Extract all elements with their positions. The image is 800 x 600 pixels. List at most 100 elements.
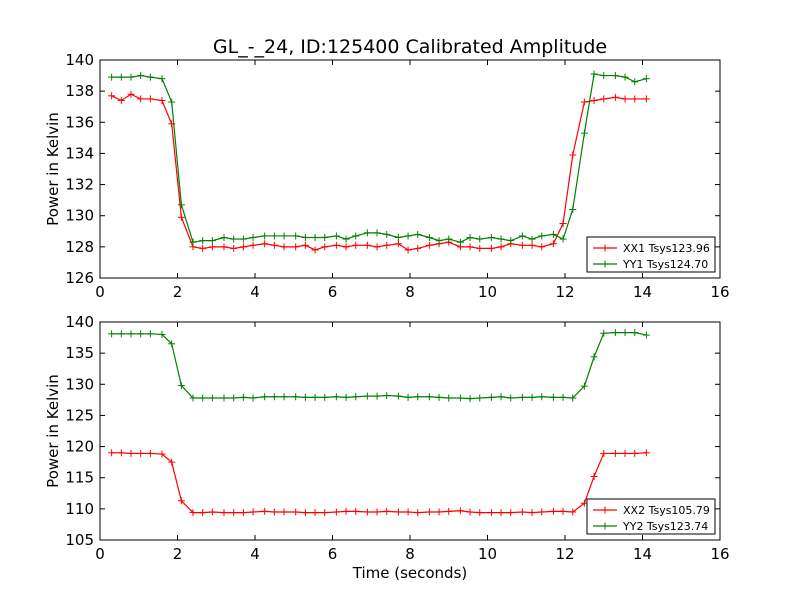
bottom-plot-series-1-point (642, 449, 650, 457)
bottom-plot-series-2-point (394, 392, 402, 400)
bottom-plot-series-1-point (445, 507, 453, 515)
bottom-plot-series-2-point (559, 393, 567, 401)
bottom-plot-series-1-point (487, 509, 495, 517)
bottom-plot-series-2-point (137, 330, 145, 338)
bottom-plot-xtick-label: 6 (328, 545, 338, 563)
top-plot-series-2-point (435, 237, 443, 245)
top-plot-series-2-point (352, 232, 360, 240)
top-plot-series-2-point (590, 70, 598, 78)
top-plot-series-1-point (239, 243, 247, 251)
top-plot-series-2-point (321, 234, 329, 242)
bottom-plot-series-2-point (425, 393, 433, 401)
top-plot-series-2-point (342, 235, 350, 243)
bottom-plot-series-2-point (352, 393, 360, 401)
top-plot-series-1-point (611, 93, 619, 101)
bottom-plot-series-2-point (518, 393, 526, 401)
top-plot-ytick-label: 140 (65, 51, 94, 69)
top-plot-series-group (108, 70, 650, 254)
top-plot-series-2-point (404, 232, 412, 240)
top-plot-ytick-label: 136 (65, 113, 94, 131)
bottom-plot-series-1-point (342, 507, 350, 515)
bottom-plot-series-2-point (383, 391, 391, 399)
top-plot-series-1-point (137, 95, 145, 103)
bottom-plot-series-2-point (249, 394, 257, 402)
bottom-plot-panel: 0 2 4 6 8 10 12 14 16 105 110 115 120 125 130 135 140 Po… (44, 313, 730, 582)
top-plot-ytick-label: 134 (65, 144, 94, 162)
bottom-plot-series-1-point (108, 449, 116, 457)
bottom-plot-series-2-point (631, 329, 639, 337)
bottom-plot-series-1-point (404, 508, 412, 516)
top-plot-series-1-point (373, 243, 381, 251)
bottom-plot-series-2-point (363, 392, 371, 400)
top-plot-series-2-point (127, 73, 135, 81)
top-plot-legend-box (586, 236, 716, 273)
bottom-plot-series-1-point (137, 449, 145, 457)
bottom-plot-series-2-point (127, 330, 135, 338)
top-plot-series-2-point (611, 72, 619, 80)
bottom-plot-series-1-point (600, 449, 608, 457)
top-plot-legend-label: XX1 Tsys123.96 (623, 242, 710, 255)
bottom-plot-legend-label: YY2 Tsys123.74 (622, 520, 708, 533)
top-plot-series-2-point (208, 237, 216, 245)
top-plot-series-2-point (373, 229, 381, 237)
top-plot-xtick-label: 0 (95, 283, 105, 301)
bottom-plot-series-2-point (549, 393, 557, 401)
top-plot-series-1-point (321, 243, 329, 251)
bottom-plot-series-2-point (230, 394, 238, 402)
top-plot-series-1-point (394, 240, 402, 248)
top-plot-series-2-point (108, 73, 116, 81)
bottom-plot-series-1-point (280, 508, 288, 516)
bottom-plot-series-2-point (373, 392, 381, 400)
bottom-plot-series-1-point (425, 508, 433, 516)
bottom-plot-series-2-point (270, 393, 278, 401)
bottom-plot-xtick-label: 8 (405, 545, 415, 563)
bottom-plot-ticks-group: 0 2 4 6 8 10 12 14 16 105 110 115 120 125 130 135 140 (65, 313, 729, 563)
top-plot-series-1-point (108, 92, 116, 100)
bottom-plot-series-1-point (621, 449, 629, 457)
top-plot-series-2-point (538, 232, 546, 240)
top-plot-series-2-point (249, 234, 257, 242)
top-plot-series-2-point (414, 230, 422, 238)
bottom-plot-series-1-point (189, 509, 197, 517)
top-plot-series-1-point (261, 240, 269, 248)
bottom-plot-ytick-label: 105 (65, 531, 94, 549)
top-plot-series-2-point (425, 234, 433, 242)
top-plot-series-2-point (642, 75, 650, 83)
bottom-plot-xtick-label: 0 (95, 545, 105, 563)
bottom-plot-legend-box (586, 498, 716, 535)
top-plot-series-1-point (466, 243, 474, 251)
bottom-plot-series-1-point (199, 509, 207, 517)
bottom-plot-xtick-label: 12 (555, 545, 574, 563)
bottom-plot-series-1-point (127, 449, 135, 457)
bottom-plot-series-1-point (301, 509, 309, 517)
bottom-plot-series-2-point (621, 329, 629, 337)
top-plot-ytick-label: 126 (65, 269, 94, 287)
top-plot-series-2-point (117, 73, 125, 81)
top-plot-series-1-point (487, 244, 495, 252)
bottom-plot-ytick-label: 120 (65, 438, 94, 456)
top-plot-series-2-point (518, 232, 526, 240)
top-plot-legend: XX1 Tsys123.96 YY1 Tsys124.70 (586, 236, 716, 273)
top-plot-series-2-point (549, 230, 557, 238)
bottom-plot-series-2-point (404, 393, 412, 401)
bottom-plot-series-1-point (270, 508, 278, 516)
bottom-plot-series-group (108, 329, 650, 517)
top-plot-series-1-point (199, 244, 207, 252)
bottom-plot-series-1-point (220, 509, 228, 517)
bottom-plot-series-1-point (239, 509, 247, 517)
top-plot-series-1-point (538, 243, 546, 251)
bottom-plot-series-1-point (456, 507, 464, 515)
bottom-plot-series-2-point (168, 340, 176, 348)
bottom-plot-series-1-point (507, 509, 515, 517)
top-plot-series-2-point (569, 205, 577, 213)
top-plot-xtick-label: 4 (250, 283, 260, 301)
top-plot-series-2-point (189, 238, 197, 246)
bottom-plot-series-1-point (117, 449, 125, 457)
top-plot-series-2-point (332, 232, 340, 240)
top-plot-ytick-label: 128 (65, 238, 94, 256)
top-plot-series-1-point (342, 243, 350, 251)
bottom-plot-series-2-point (146, 330, 154, 338)
bottom-plot-series-1-point (158, 450, 166, 458)
bottom-plot-series-2-point (435, 393, 443, 401)
